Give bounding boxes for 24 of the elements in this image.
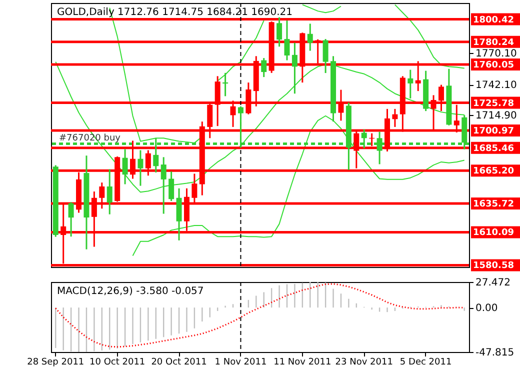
- y-tick-label: 1770.10: [476, 48, 517, 60]
- y-tick-label: 1742.10: [476, 80, 517, 92]
- x-tick-label: 20 Oct 2011: [151, 358, 207, 368]
- ref-line-label: 1580.58: [473, 261, 514, 272]
- ref-line-label: 1760.05: [473, 60, 514, 70]
- ref-line-label: 1635.72: [473, 200, 514, 210]
- x-tick-label: 5 Dec 2011: [400, 358, 452, 368]
- x-tick-label: 28 Sep 2011: [27, 358, 84, 368]
- x-tick-label: 1 Nov 2011: [214, 358, 267, 368]
- x-tick-label: 11 Nov 2011: [274, 358, 332, 368]
- ref-line-label: 1780.24: [473, 38, 514, 48]
- ref-line-label: 1800.42: [473, 15, 514, 26]
- y-tick-label: 27.472: [476, 278, 510, 288]
- ref-line-label: 1725.78: [473, 98, 514, 109]
- x-tick-label: 10 Oct 2011: [90, 358, 146, 368]
- ref-line-label: 1610.09: [473, 228, 514, 238]
- y-tick-label: 0.00: [476, 303, 498, 314]
- y-tick-label: 1714.90: [476, 110, 517, 122]
- y-tick-label: -47.815: [476, 348, 514, 358]
- ref-line-label: 1685.46: [473, 144, 514, 154]
- ref-line-label: 1665.20: [473, 166, 514, 177]
- chart-title: MACD(12,26,9) -3.580 -0.057: [57, 286, 204, 297]
- x-tick-label: 23 Nov 2011: [335, 358, 393, 368]
- ref-line-label: 1700.97: [473, 126, 514, 137]
